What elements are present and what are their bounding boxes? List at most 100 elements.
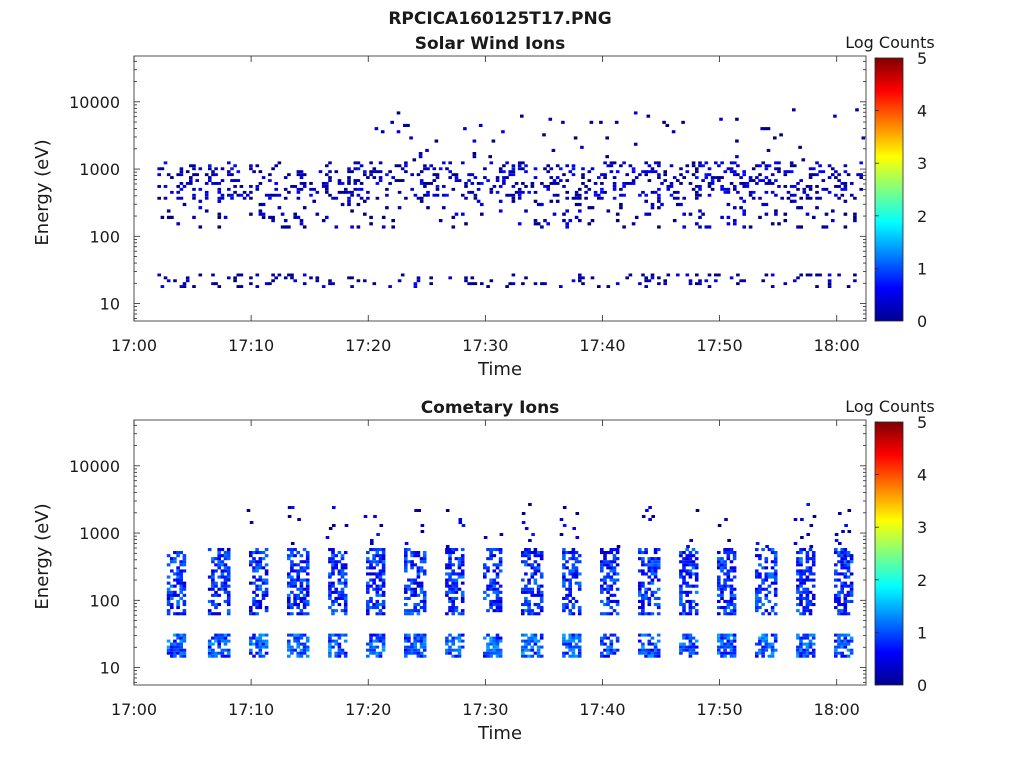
heatmap-cell [625, 173, 629, 177]
heatmap-cell [404, 603, 408, 607]
heatmap-cell [299, 170, 304, 174]
heatmap-cell [695, 176, 699, 179]
heatmap-cell [372, 606, 376, 610]
heatmap-cell [650, 578, 655, 582]
heatmap-cell [179, 651, 183, 655]
heatmap-cell [258, 182, 263, 185]
heatmap-cell [732, 654, 737, 658]
heatmap-cell [445, 545, 450, 548]
heatmap-cell [287, 584, 291, 588]
heatmap-cell [160, 167, 165, 171]
heatmap-cell [720, 584, 724, 588]
heatmap-cell [536, 645, 541, 649]
heatmap-cell [328, 193, 332, 197]
heatmap-cell [796, 187, 800, 191]
heatmap-cell [372, 554, 376, 558]
heatmap-cell [192, 164, 196, 168]
heatmap-cell [647, 612, 652, 616]
panel-title: Cometary Ions [421, 398, 560, 418]
y-tick-label: 100 [89, 227, 120, 246]
heatmap-cell [669, 182, 674, 185]
heatmap-cell [521, 167, 525, 171]
heatmap-cell [508, 173, 512, 177]
heatmap-cell [359, 164, 364, 168]
heatmap-cell [258, 587, 263, 591]
heatmap-cell [691, 173, 696, 177]
heatmap-cell [461, 212, 465, 216]
heatmap-cell [305, 639, 310, 643]
heatmap-cell [612, 557, 617, 561]
heatmap-cell [578, 219, 582, 223]
heatmap-cell [369, 599, 373, 603]
heatmap-cell [173, 639, 177, 643]
heatmap-cell [492, 563, 497, 567]
heatmap-cell [733, 206, 737, 210]
heatmap-cell [451, 173, 456, 177]
heatmap-cell [261, 215, 266, 219]
heatmap-cell [638, 282, 642, 286]
heatmap-cell [296, 187, 301, 191]
heatmap-cell [657, 164, 661, 168]
heatmap-cell [261, 639, 266, 643]
heatmap-cell [732, 551, 737, 555]
heatmap-cell [761, 633, 765, 637]
heatmap-cell [720, 596, 724, 600]
heatmap-cell [694, 609, 699, 613]
heatmap-cell [682, 609, 686, 613]
heatmap-cell [242, 196, 247, 200]
heatmap-cell [343, 606, 348, 610]
heatmap-cell [726, 187, 731, 191]
heatmap-cell [834, 648, 838, 652]
heatmap-cell [302, 578, 307, 582]
heatmap-cell [419, 566, 424, 570]
heatmap-cell [489, 599, 493, 603]
heatmap-cell [837, 593, 841, 597]
heatmap-cell [796, 225, 800, 229]
heatmap-cell [173, 557, 177, 561]
heatmap-cell [429, 182, 433, 185]
heatmap-cell [653, 645, 658, 649]
heatmap-cell [827, 164, 832, 168]
heatmap-cell [796, 206, 800, 210]
heatmap-cell [821, 225, 826, 229]
heatmap-cell [685, 170, 690, 174]
heatmap-cell [356, 161, 361, 165]
heatmap-cell [657, 196, 661, 200]
heatmap-cell [176, 196, 180, 200]
heatmap-cell [800, 518, 804, 521]
heatmap-cell [562, 596, 566, 600]
heatmap-cell [577, 645, 582, 649]
heatmap-cell [381, 563, 386, 567]
heatmap-cell [337, 182, 342, 185]
heatmap-cell [460, 596, 465, 600]
heatmap-cell [366, 648, 370, 652]
heatmap-cell [540, 282, 544, 286]
heatmap-cell [707, 273, 712, 277]
heatmap-cell [552, 193, 557, 197]
heatmap-cell [207, 654, 212, 658]
heatmap-cell [751, 179, 756, 182]
heatmap-cell [208, 164, 212, 168]
heatmap-cell [568, 639, 572, 643]
heatmap-cell [527, 603, 531, 607]
heatmap-cell [419, 606, 424, 610]
heatmap-cell [726, 578, 731, 582]
heatmap-cell [176, 566, 180, 570]
heatmap-cell [214, 606, 218, 610]
heatmap-cell [442, 193, 446, 197]
heatmap-cell [559, 179, 563, 182]
heatmap-cell [302, 648, 307, 652]
heatmap-cell [698, 279, 702, 283]
heatmap-cell [419, 584, 424, 588]
heatmap-cell [717, 584, 721, 588]
heatmap-cell [648, 506, 652, 509]
heatmap-cell [511, 199, 516, 203]
heatmap-cell [366, 603, 370, 607]
heatmap-cell [758, 196, 762, 200]
heatmap-cell [682, 196, 686, 200]
heatmap-cell [521, 590, 525, 594]
heatmap-cell [179, 167, 184, 171]
heatmap-cell [226, 651, 231, 655]
heatmap-cell [404, 548, 408, 552]
heatmap-cell [227, 276, 231, 280]
